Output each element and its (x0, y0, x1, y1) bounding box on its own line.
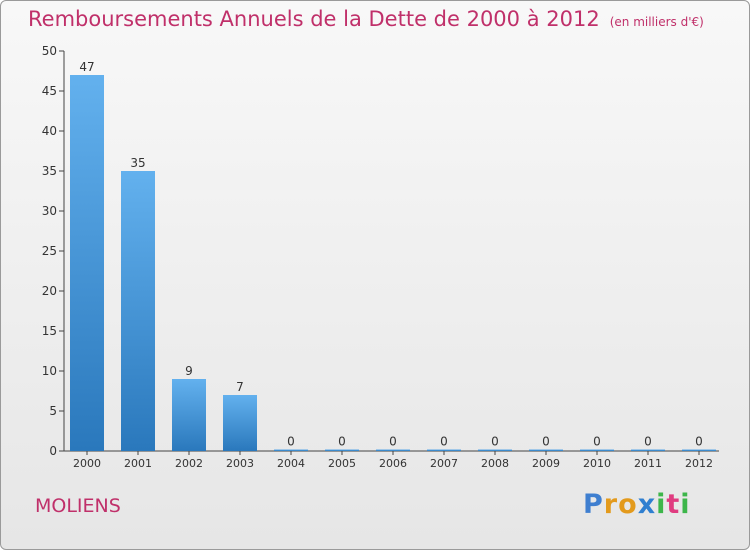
value-label: 0 (389, 435, 397, 449)
x-tick-label: 2010 (583, 457, 611, 470)
bar (376, 449, 410, 451)
value-label: 0 (695, 435, 703, 449)
bars (70, 75, 716, 451)
bar (631, 449, 665, 451)
logo-letter: i (656, 489, 667, 520)
x-tick-label: 2002 (175, 457, 203, 470)
x-tick-label: 2004 (277, 457, 305, 470)
value-label: 0 (338, 435, 346, 449)
logo-letter: x (637, 489, 657, 520)
y-tick-label: 50 (42, 44, 57, 58)
y-tick-label: 15 (42, 324, 57, 338)
logo-letter: i (680, 489, 691, 520)
x-tick-label: 2005 (328, 457, 356, 470)
bar (427, 449, 461, 451)
axes: 0 5 10 15 20 25 30 35 40 45 50 (42, 44, 719, 458)
value-label: 9 (185, 364, 193, 378)
x-tick-label: 2000 (73, 457, 101, 470)
y-tick-label: 35 (42, 164, 57, 178)
y-tick-label: 5 (49, 404, 57, 418)
value-label: 35 (130, 156, 145, 170)
logo-letter: o (618, 489, 638, 520)
logo-letter: P (583, 489, 604, 520)
x-tick-label: 2001 (124, 457, 152, 470)
logo-letter: r (603, 489, 619, 520)
x-tick-label: 2003 (226, 457, 254, 470)
y-tick-label: 45 (42, 84, 57, 98)
bar (682, 449, 716, 451)
bar (325, 449, 359, 451)
bar (529, 449, 563, 451)
x-tick-label: 2012 (685, 457, 713, 470)
y-tick-label: 0 (49, 444, 57, 458)
bar (172, 379, 206, 451)
y-tick-label: 25 (42, 244, 57, 258)
bar (70, 75, 104, 451)
value-label: 0 (491, 435, 499, 449)
x-tick-label: 2011 (634, 457, 662, 470)
value-label: 7 (236, 380, 244, 394)
labels: 47 2000 35 2001 9 2002 7 2003 0 2004 0 2005 0 2006 0 20… (73, 60, 713, 470)
x-tick-label: 2007 (430, 457, 458, 470)
x-tick-label: 2009 (532, 457, 560, 470)
chart-title: Remboursements Annuels de la Dette de 20… (28, 7, 704, 31)
bar (580, 449, 614, 451)
value-label: 0 (542, 435, 550, 449)
bar (121, 171, 155, 451)
value-label: 47 (79, 60, 94, 74)
logo-letter: t (666, 489, 681, 520)
x-tick-label: 2008 (481, 457, 509, 470)
value-label: 0 (644, 435, 652, 449)
bar (274, 449, 308, 451)
chart-unit: (en milliers d'€) (609, 15, 704, 29)
location-name: MOLIENS (35, 495, 121, 517)
bar (478, 449, 512, 451)
value-label: 0 (440, 435, 448, 449)
y-tick-label: 40 (42, 124, 57, 138)
y-tick-label: 30 (42, 204, 57, 218)
y-tick-label: 10 (42, 364, 57, 378)
chart-title-text: Remboursements Annuels de la Dette de 20… (28, 7, 600, 31)
value-label: 0 (287, 435, 295, 449)
value-label: 0 (593, 435, 601, 449)
y-tick-label: 20 (42, 284, 57, 298)
x-tick-label: 2006 (379, 457, 407, 470)
proxiti-logo: Proxiti (583, 489, 691, 520)
bar (223, 395, 257, 451)
